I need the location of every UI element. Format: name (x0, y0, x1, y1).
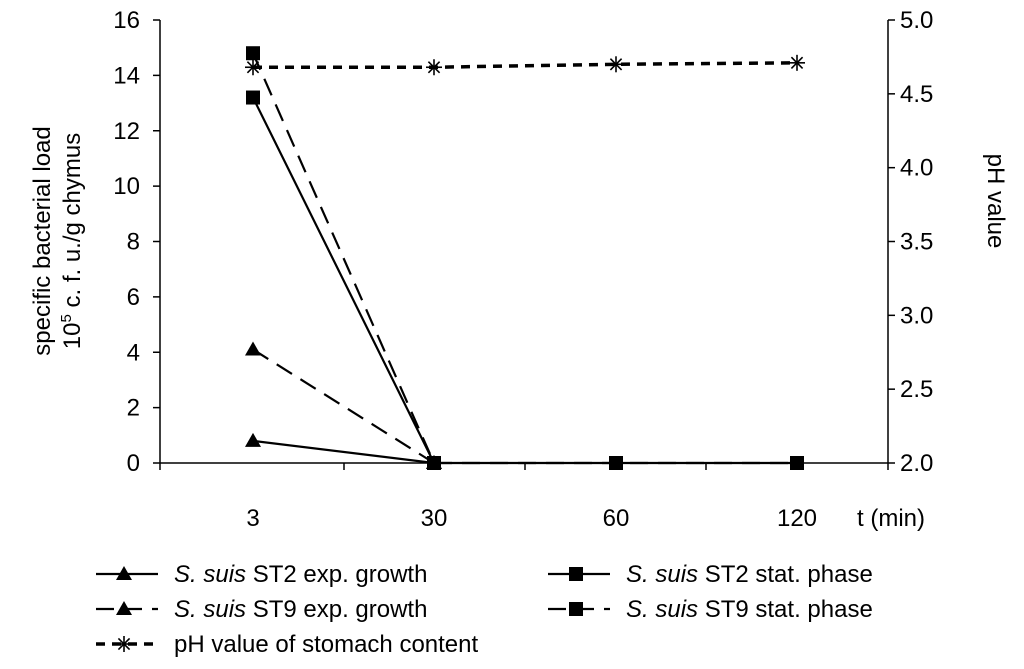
series-2-point-triangle-marker (245, 341, 261, 356)
series-3-point-square-marker (246, 46, 260, 61)
series-4-point-asterisk-marker (245, 59, 261, 76)
y-axis-title-left-sup: 5 (58, 314, 75, 322)
legend-label-italic: S. suis (626, 596, 698, 623)
series-3 (246, 46, 804, 470)
y-tick-label-left: 14 (113, 62, 140, 89)
y-axis-title-right: pH value (982, 154, 1009, 249)
legend-label-4: pH value of stomach content (174, 631, 479, 658)
asterisk-stroke (790, 56, 804, 69)
x-tick-label: 30 (421, 505, 448, 532)
x-axis-title: t (min) (857, 505, 925, 532)
legend: S. suis ST2 exp. growth S. suis ST2 stat.… (96, 561, 873, 658)
y-tick-label-left: 10 (113, 173, 140, 200)
legend-label-3: S. suis ST9 stat. phase (626, 596, 873, 623)
series-1 (246, 90, 804, 470)
series-1-point-square-marker (246, 90, 260, 105)
legend-item-0: S. suis ST2 exp. growth (96, 561, 427, 588)
series-2 (245, 341, 442, 469)
legend-label-text: ST2 exp. growth (246, 561, 427, 588)
y-tick-label-right: 3.0 (900, 302, 933, 329)
legend-label-text: ST9 exp. growth (246, 596, 427, 623)
series-3-point-square-marker (790, 456, 804, 470)
legend-item-4: pH value of stomach content (96, 631, 479, 658)
x-tick-label: 3 (246, 505, 259, 532)
legend-0-triangle-marker (116, 566, 132, 580)
y-tick-label-right: 4.5 (900, 81, 933, 108)
legend-1-square-marker (569, 567, 583, 581)
legend-4-asterisk-marker (116, 636, 132, 652)
y-tick-label-right: 2.0 (900, 450, 933, 477)
legend-item-3: S. suis ST9 stat. phase (548, 596, 873, 623)
legend-item-2: S. suis ST9 exp. growth (96, 596, 427, 623)
y-tick-label-left: 0 (127, 450, 140, 477)
y-tick-label-left: 12 (113, 118, 140, 145)
y-tick-label-right: 3.5 (900, 229, 933, 256)
asterisk-stroke (246, 61, 260, 74)
y-tick-label-right: 4.0 (900, 155, 933, 182)
series-layer (245, 46, 805, 470)
asterisk-stroke (609, 58, 623, 71)
y-axis-title-left-prefix: 10 (59, 323, 86, 350)
y-tick-label-left: 8 (127, 229, 140, 256)
legend-label-0: S. suis ST2 exp. growth (174, 561, 427, 588)
series-4-line (253, 61, 798, 70)
legend-label-italic: S. suis (174, 596, 246, 623)
legend-2-triangle-marker (116, 601, 132, 615)
y-axis-title-left-suffix: c. f. u./g chymus (59, 133, 86, 314)
y-axis-title-left-line2: 105 c. f. u./g chymus (58, 133, 86, 349)
legend-item-1: S. suis ST2 stat. phase (548, 561, 873, 588)
legend-label-text: pH value of stomach content (174, 631, 479, 658)
series-3-line (251, 52, 797, 465)
y-tick-label-left: 16 (113, 7, 140, 34)
series-1-line (252, 97, 797, 465)
axis-labels: specific bacterial load 105 c. f. u./g c… (29, 126, 1009, 532)
axes: 0 2 4 6 8 10 12 14 16 2.0 2.5 3.0 3.5 4.0 4.5 5.0 3 30 60 1… (113, 7, 933, 532)
series-2-line (252, 348, 435, 464)
y-tick-label-right: 2.5 (900, 376, 933, 403)
legend-label-1: S. suis ST2 stat. phase (626, 561, 873, 588)
series-0-point-triangle-marker (245, 432, 261, 447)
series-4-point-asterisk-marker (789, 54, 805, 71)
x-tick-label: 120 (777, 505, 817, 532)
legend-label-italic: S. suis (174, 561, 246, 588)
series-0-line (252, 439, 435, 465)
y-tick-label-right: 5.0 (900, 7, 933, 34)
asterisk-stroke (117, 637, 131, 651)
legend-label-text: ST9 stat. phase (698, 596, 873, 623)
series-3-point-square-marker (427, 456, 441, 470)
series-4-point-asterisk-marker (426, 59, 442, 76)
legend-label-2: S. suis ST9 exp. growth (174, 596, 427, 623)
legend-label-text: ST2 stat. phase (698, 561, 873, 588)
x-tick-label: 60 (603, 505, 630, 532)
series-3-point-square-marker (609, 456, 623, 470)
legend-label-italic: S. suis (626, 561, 698, 588)
legend-3-square-marker (569, 602, 583, 616)
y-tick-label-left: 6 (127, 284, 140, 311)
series-4 (245, 54, 805, 76)
asterisk-stroke (427, 61, 441, 74)
y-tick-label-left: 4 (127, 339, 140, 366)
y-axis-title-left-line1: specific bacterial load (29, 126, 56, 355)
y-tick-label-left: 2 (127, 395, 140, 422)
series-4-point-asterisk-marker (608, 56, 624, 73)
